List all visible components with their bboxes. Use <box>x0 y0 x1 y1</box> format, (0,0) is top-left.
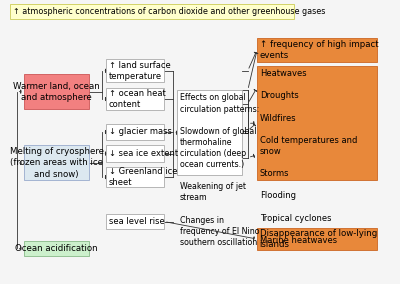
Text: ↓ sea ice extent: ↓ sea ice extent <box>109 149 178 158</box>
FancyBboxPatch shape <box>24 74 89 109</box>
Text: ↑ ocean heat
content: ↑ ocean heat content <box>109 89 166 109</box>
Text: ↓ Greenland ice
sheet: ↓ Greenland ice sheet <box>109 167 177 187</box>
FancyBboxPatch shape <box>177 90 242 175</box>
Text: ↑ land surface
temperature: ↑ land surface temperature <box>109 61 170 81</box>
FancyBboxPatch shape <box>106 167 164 187</box>
FancyBboxPatch shape <box>24 145 89 180</box>
Text: sea level rise: sea level rise <box>109 217 164 226</box>
Text: ↓ glacier mass: ↓ glacier mass <box>109 128 172 137</box>
FancyBboxPatch shape <box>106 124 164 140</box>
FancyBboxPatch shape <box>10 4 294 19</box>
FancyBboxPatch shape <box>106 59 164 82</box>
FancyBboxPatch shape <box>106 214 164 229</box>
Text: Warmer land, ocean
and atmosphere: Warmer land, ocean and atmosphere <box>13 82 100 102</box>
FancyBboxPatch shape <box>24 241 89 256</box>
FancyBboxPatch shape <box>106 87 164 110</box>
FancyBboxPatch shape <box>106 145 164 162</box>
Text: Effects on global
circulation patterns:

Slowdown of global
thermohaline
circula: Effects on global circulation patterns: … <box>180 93 259 247</box>
FancyBboxPatch shape <box>257 66 377 180</box>
Text: Melting of cryosphere
(frozen areas with ice
and snow): Melting of cryosphere (frozen areas with… <box>10 147 104 179</box>
Text: Ocean acidification: Ocean acidification <box>15 244 98 253</box>
Text: ↑ frequency of high impact
events: ↑ frequency of high impact events <box>260 40 378 60</box>
Text: Heatwaves

Droughts

Wildfires

Cold temperatures and
snow

Storms

Flooding

Tr: Heatwaves Droughts Wildfires Cold temper… <box>260 69 357 245</box>
FancyBboxPatch shape <box>257 38 377 62</box>
FancyBboxPatch shape <box>257 227 377 250</box>
Text: Disappearance of low-lying
islands: Disappearance of low-lying islands <box>260 229 377 249</box>
Text: ↑ atmospheric concentrations of carbon dioxide and other greenhouse gases: ↑ atmospheric concentrations of carbon d… <box>13 7 325 16</box>
